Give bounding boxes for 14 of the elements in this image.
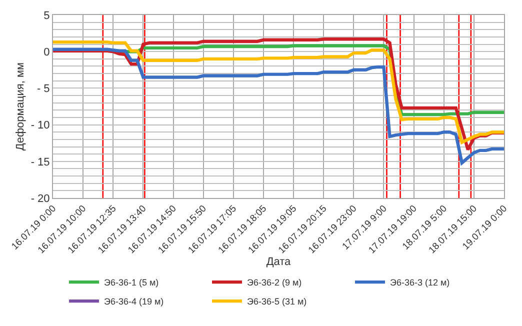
y-axis-title: Деформация, мм [14,62,26,151]
y-tick-label: 5 [44,10,50,22]
x-axis-title: Дата [266,256,292,268]
y-tick-label: - 10 [30,120,50,132]
legend-label: Э6-36-1 (5 м) [104,278,159,288]
legend-label: Э6-36-4 (19 м) [104,296,164,307]
legend-label: Э6-36-3 (12 м) [390,278,450,288]
y-tick-label: - 20 [30,192,50,205]
legend-label: Э6-36-2 (9 м) [247,278,302,288]
y-tick-label: - 15 [30,156,50,168]
line-series [53,48,504,164]
y-tick-label: - 5 [36,83,50,96]
legend-label: Э6-36-5 (31 м) [247,296,307,307]
y-tick-label: 0 [44,46,50,58]
